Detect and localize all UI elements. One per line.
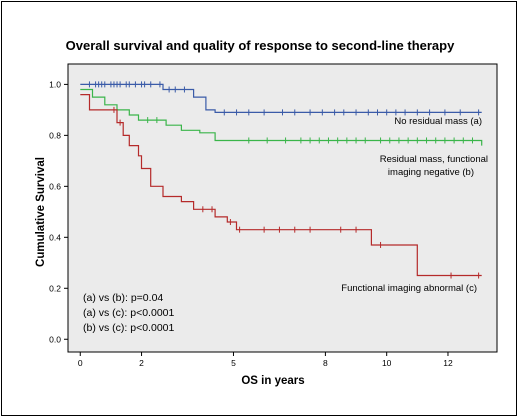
series-a bbox=[80, 81, 482, 116]
y-axis: 0.0 0.2 0.4 0.6 0.8 1.0 bbox=[49, 79, 68, 344]
y-tick-label: 0.6 bbox=[49, 181, 61, 191]
y-tick-label: 0.2 bbox=[49, 283, 61, 293]
x-tick-label: 8 bbox=[323, 358, 328, 368]
survival-curve-c bbox=[80, 94, 482, 277]
series-label-a: No residual mass (a) bbox=[394, 116, 482, 127]
x-tick-label: 12 bbox=[443, 358, 453, 368]
y-tick-label: 1.0 bbox=[49, 79, 61, 89]
series-label-b-line1: Residual mass, functional bbox=[380, 154, 488, 165]
series-c bbox=[80, 94, 482, 279]
x-axis: 0 2 5 8 10 12 bbox=[78, 352, 453, 368]
y-tick-label: 0.4 bbox=[49, 232, 61, 242]
annotation-bc: (b) vs (c): p<0.0001 bbox=[83, 322, 174, 334]
survival-curve-a bbox=[80, 83, 482, 113]
annotation-ab: (a) vs (b): p=0.04 bbox=[83, 292, 163, 304]
series-b bbox=[80, 88, 483, 146]
chart-title: Overall survival and quality of response… bbox=[65, 38, 455, 53]
x-tick-label: 0 bbox=[78, 358, 83, 368]
x-tick-label: 2 bbox=[139, 358, 144, 368]
series-layer bbox=[80, 81, 483, 279]
series-label-c: Functional imaging abnormal (c) bbox=[341, 283, 477, 294]
y-axis-label: Cumulative Survival bbox=[35, 157, 47, 267]
y-tick-label: 0.8 bbox=[49, 130, 61, 140]
y-tick-label: 0.0 bbox=[49, 334, 61, 344]
series-label-b-line2: imaging negative (b) bbox=[388, 167, 474, 178]
survival-curve-b bbox=[80, 88, 483, 146]
x-axis-label: OS in years bbox=[241, 375, 304, 387]
x-tick-label: 10 bbox=[382, 358, 392, 368]
x-tick-label: 5 bbox=[231, 358, 236, 368]
annotation-ac: (a) vs (c): p<0.0001 bbox=[83, 307, 174, 319]
